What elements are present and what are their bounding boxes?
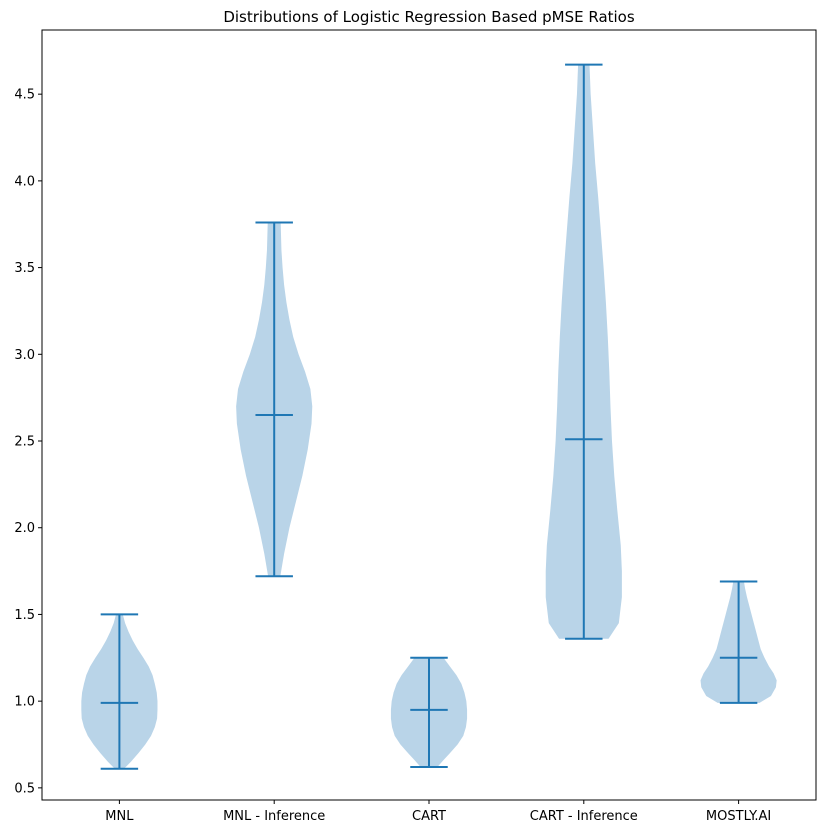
- violin-cart-inference: [545, 63, 622, 640]
- x-tick-label: MNL - Inference: [223, 809, 325, 824]
- y-tick-label: 1.0: [14, 695, 35, 710]
- x-tick-label: MNL: [105, 809, 134, 824]
- y-tick-label: 1.5: [14, 608, 35, 623]
- chart-title: Distributions of Logistic Regression Bas…: [223, 8, 635, 26]
- violin-mnl-inference: [236, 221, 313, 578]
- violin-layer: [81, 63, 777, 770]
- y-tick-label: 4.0: [14, 174, 35, 189]
- x-tick-label: MOSTLY.AI: [706, 809, 771, 824]
- y-tick-label: 4.5: [14, 88, 35, 103]
- violin-cart: [390, 656, 468, 769]
- y-axis: 0.5 1.0 1.5 2.0 2.5 3.0 3.5 4.0 4.5: [14, 88, 42, 796]
- plot-area-frame: [41, 29, 817, 801]
- violin-mostly-ai: [700, 580, 777, 704]
- x-axis: MNL MNL - Inference CART CART - Inference MO…: [105, 800, 771, 824]
- y-tick-label: 3.5: [14, 261, 35, 276]
- violin-mnl: [81, 613, 158, 770]
- y-tick-label: 3.0: [14, 348, 35, 363]
- x-tick-label: CART - Inference: [530, 809, 638, 824]
- y-tick-label: 2.0: [14, 521, 35, 536]
- y-tick-label: 2.5: [14, 435, 35, 450]
- x-tick-label: CART: [412, 809, 446, 824]
- y-tick-label: 0.5: [14, 781, 35, 796]
